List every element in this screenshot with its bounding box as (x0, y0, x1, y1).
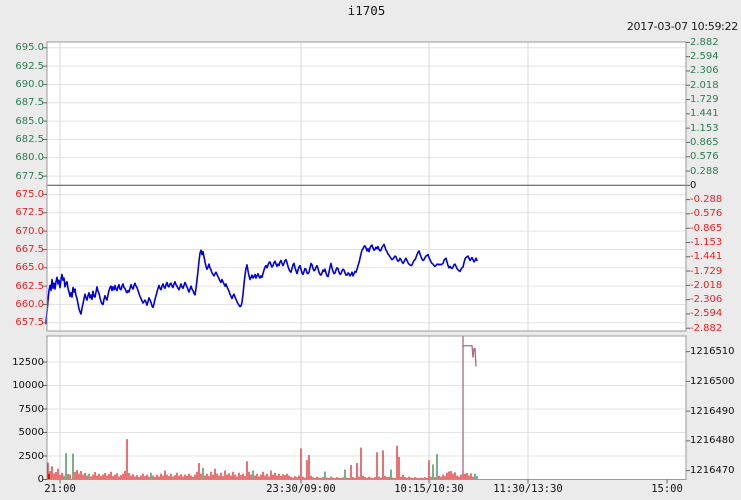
price-line (45, 243, 478, 325)
price-axis-label: 687.5 (15, 97, 44, 109)
percent-axis-label: 0.576 (690, 151, 719, 163)
open-interest-axis-label: 1216500 (690, 375, 735, 387)
open-interest-line (462, 336, 477, 476)
percent-axis-label: 2.882 (690, 36, 719, 48)
percent-axis-label: -0.288 (690, 194, 723, 206)
volume-axis-label: 12500 (12, 356, 44, 368)
percent-axis-label: 2.018 (690, 79, 719, 91)
volume-axis-label: 7500 (18, 403, 44, 415)
price-axis-label: 670.0 (15, 225, 44, 237)
price-axis-label: 680.0 (15, 152, 44, 164)
x-axis-time-label: 10:15/10:30 (394, 483, 464, 495)
percent-axis-label: 2.306 (690, 65, 719, 77)
open-interest-axis-label: 1216490 (690, 405, 735, 417)
percent-axis-label: -0.576 (690, 208, 723, 220)
volume-axis-label: 0 (37, 474, 44, 485)
price-axis-label: 682.5 (15, 133, 44, 145)
x-axis-time-label: 11:30/13:30 (493, 483, 563, 495)
percent-axis-label: -2.306 (690, 294, 723, 306)
timestamp: 2017-03-07 10:59:22 (626, 20, 738, 33)
x-axis-time-label: 21:00 (44, 483, 76, 495)
volume-axis-label: 2500 (18, 450, 44, 462)
price-axis-label: 690.0 (15, 78, 44, 90)
open-interest-axis-label: 1216480 (690, 435, 735, 447)
x-axis-time-label: 23:30/09:00 (266, 483, 336, 495)
price-axis-label: 685.0 (15, 115, 44, 127)
pane-borders (46, 41, 687, 480)
percent-axis-label: 0.288 (690, 165, 719, 177)
price-axis-label: 675.0 (15, 188, 44, 200)
percent-axis-label: -2.594 (690, 308, 723, 320)
price-axis-label: 665.0 (15, 262, 44, 274)
percent-axis-label: 1.441 (690, 108, 719, 120)
price-axis-label: 692.5 (15, 60, 44, 72)
open-interest-axis-label: 1216510 (690, 346, 735, 358)
pane-backgrounds (47, 42, 686, 480)
price-axis-label: 667.5 (15, 243, 44, 255)
price-axis-label: 672.5 (15, 207, 44, 219)
percent-axis-label: -1.153 (690, 236, 723, 248)
tick-marks (43, 41, 690, 484)
price-axis-label: 657.5 (15, 317, 44, 329)
percent-axis-label: -2.882 (690, 322, 723, 334)
price-axis-label: 660.0 (15, 298, 44, 310)
percent-axis-label: -1.729 (690, 265, 723, 277)
percent-axis-label: -1.441 (690, 251, 723, 263)
percent-axis-label: 0 (690, 179, 697, 191)
price-axis-label: 677.5 (15, 170, 44, 182)
volume-bars (47, 439, 478, 480)
percent-axis-label: 1.729 (690, 94, 719, 106)
percent-axis-label: -0.865 (690, 222, 723, 234)
price-axis-label: 695.0 (15, 42, 44, 54)
volume-axis-label: 10000 (12, 380, 44, 391)
percent-axis-label: 2.594 (690, 51, 719, 63)
percent-axis-label: -2.018 (690, 279, 723, 291)
volume-axis-label: 5000 (18, 427, 44, 438)
x-axis-time-label: 15:00 (651, 483, 683, 495)
contract-title: i1705 (347, 3, 386, 18)
percent-axis-label: 1.153 (690, 122, 719, 134)
open-interest-axis-label: 1216470 (690, 465, 735, 477)
percent-axis-label: 0.865 (690, 136, 719, 148)
price-axis-label: 662.5 (15, 280, 44, 292)
